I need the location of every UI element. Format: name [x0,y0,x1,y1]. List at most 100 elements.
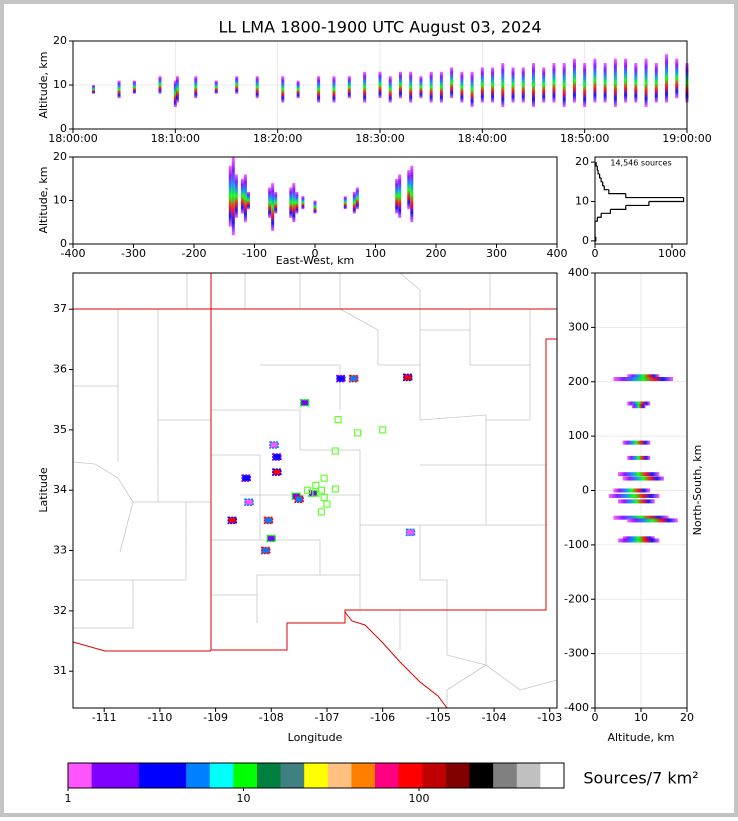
y-tick-label: 34 [53,483,67,496]
source-cluster [272,468,282,476]
station [320,474,328,482]
source-cluster [244,498,254,507]
source-streak [158,76,162,94]
station [317,508,326,516]
y-tick-label: 0 [582,484,589,497]
colorbar-swatch [493,763,518,788]
colorbar-label: Sources/7 km² [583,769,698,788]
source-streak [255,76,259,99]
source-streak [352,191,356,214]
source-streak [363,71,367,103]
source-cluster [405,528,416,537]
colorbar-swatch [351,763,376,788]
y-tick-label: 36 [53,363,67,376]
source-streak [91,85,95,94]
source-streak [281,76,285,103]
x-tick-label: -105 [426,711,451,724]
source-cluster [294,495,304,503]
x-tick-label: 10 [634,711,648,724]
source-streak [562,63,566,107]
source-cluster [272,453,282,461]
x-tick-label: -100 [242,247,267,260]
station [354,429,362,437]
source-streak [398,174,402,218]
y-tick-label: 0 [60,237,67,250]
x-tick-label: 18:40:00 [458,132,507,145]
source-streak [240,178,244,214]
source-band [627,374,660,379]
source-band [622,440,651,445]
station [331,485,339,493]
x-tick-label: -106 [370,711,395,724]
source-streak [409,71,413,103]
y-tick-label: 400 [568,266,589,279]
source-band [613,488,651,493]
source-streak [355,187,359,210]
y-tick-label: 35 [53,423,67,436]
source-streak [583,63,587,107]
source-cluster [263,516,274,525]
source-streak [511,67,515,103]
x-tick-label: 0 [312,247,319,260]
colorbar-swatch [162,763,187,788]
x-tick-label: -110 [147,711,172,724]
source-streak [410,165,414,223]
x-tick-label: 18:00:00 [48,132,97,145]
source-cluster [299,398,310,407]
colorbar-swatch [280,763,305,788]
x-tick-label: -104 [482,711,507,724]
source-streak [593,58,597,103]
colorbar-swatch [445,763,471,788]
source-streak [214,80,218,94]
map-borders [73,273,557,708]
x-tick-label: -111 [92,711,117,724]
source-streak [613,58,617,107]
colorbar-tick-label: 100 [409,792,430,805]
x-tick-label: 18:10:00 [151,132,200,145]
x-tick-label: 200 [426,247,447,260]
y-tick-label: -400 [564,701,589,714]
x-tick-label: 18:50:00 [560,132,609,145]
histogram-step [597,169,600,175]
source-streak [572,58,576,103]
y-tick-label: 20 [53,150,67,163]
histogram-step [597,213,602,218]
axes-frame [72,156,558,245]
source-streak [235,76,239,94]
source-streak [450,67,454,99]
y-tick-label: 0 [60,122,67,135]
station [312,481,320,489]
source-streak [274,191,278,214]
x-tick-label: 300 [486,247,507,260]
axes-frame [594,272,688,709]
source-cluster [336,374,346,383]
colorbar-frame [67,762,565,789]
source-streak [624,58,628,103]
colorbar-swatch [68,763,93,788]
source-band [627,401,651,406]
x-axis-label: East-West, km [276,254,354,267]
x-tick-label: 1000 [658,247,686,260]
source-streak [395,178,399,214]
histogram-step [601,209,611,214]
y-tick-label: 20 [575,155,589,168]
histogram-step [596,166,599,171]
y-axis-label: North-South, km [691,445,704,536]
source-streak [654,63,658,103]
source-band [613,515,669,520]
y-tick-label: 32 [53,604,67,617]
colorbar-swatch [186,763,211,788]
source-streak [295,191,299,214]
y-tick-label: 300 [568,320,589,333]
source-streak [292,183,296,223]
y-tick-label: 20 [53,34,67,47]
y-tick-label: 100 [568,429,589,442]
source-streak [313,200,317,214]
source-streak [460,71,464,103]
source-band [618,538,660,543]
source-streak [480,67,484,103]
y-tick-label: 200 [568,375,589,388]
x-tick-label: -200 [182,247,207,260]
